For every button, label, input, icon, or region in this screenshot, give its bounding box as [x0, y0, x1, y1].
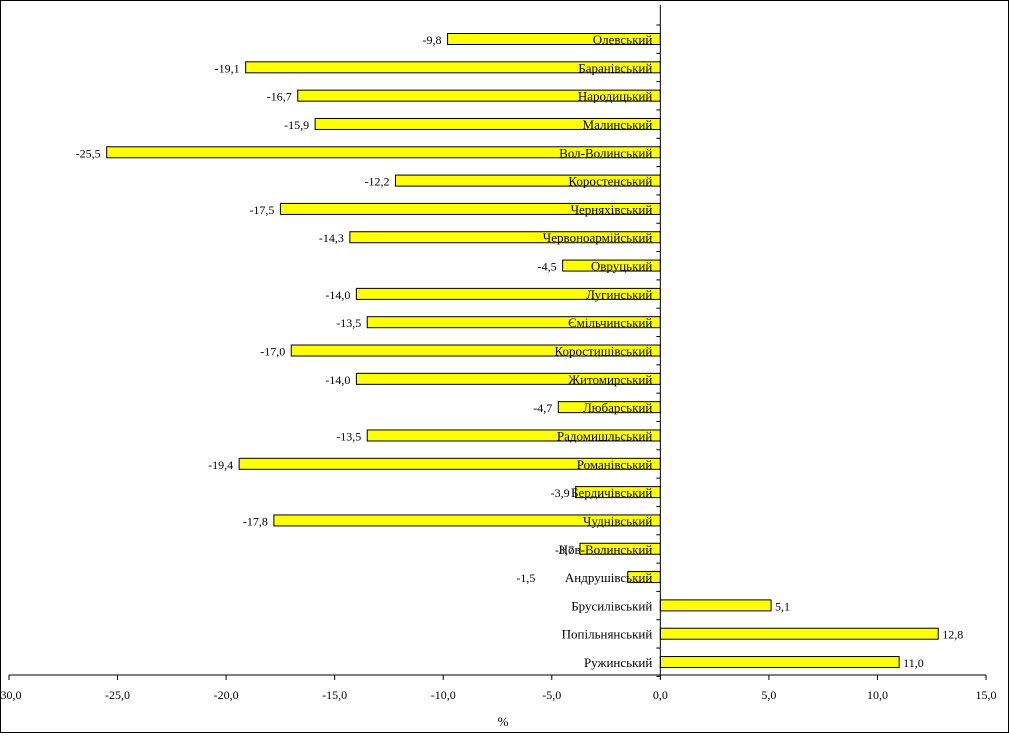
- value-label-10: -13,5: [336, 316, 361, 330]
- x-axis-title: %: [498, 714, 509, 729]
- value-label-11: -17,0: [260, 345, 285, 359]
- category-label-2: Народицький: [578, 89, 653, 104]
- category-label-0: Олевський: [593, 32, 653, 47]
- value-label-22: 11,0: [903, 656, 924, 670]
- category-label-16: Бердичівський: [571, 485, 652, 500]
- value-label-0: -9,8: [423, 33, 442, 47]
- value-label-12: -14,0: [325, 373, 350, 387]
- x-tick-label-7: 5,0: [761, 688, 776, 702]
- category-label-9: Лугинський: [586, 287, 652, 302]
- category-label-20: Брусилівський: [571, 598, 652, 613]
- value-label-9: -14,0: [325, 288, 350, 302]
- value-label-21: 12,8: [942, 628, 963, 642]
- x-tick-label-9: 15,0: [976, 688, 997, 702]
- labels-layer: Олевський -9,8 Баранівський -19,1 Народицьки…: [76, 32, 964, 670]
- x-tick-label-6: 0,0: [653, 688, 668, 702]
- category-label-15: Романівський: [577, 457, 653, 472]
- category-label-14: Радомишльський: [557, 428, 652, 443]
- x-tick-label-5: -5,0: [542, 688, 561, 702]
- value-label-20: 5,1: [775, 599, 790, 613]
- value-label-13: -4,7: [533, 401, 552, 415]
- category-label-10: Ємільчинський: [568, 315, 652, 330]
- category-label-7: Червоноармійський: [543, 230, 653, 245]
- x-tick-label-8: 10,0: [867, 688, 888, 702]
- category-label-1: Баранівський: [578, 60, 652, 75]
- bar-20: [659, 599, 772, 612]
- x-tick-label-0: -30,0: [0, 688, 22, 702]
- category-label-17: Чуднівський: [583, 513, 652, 528]
- axis-layer: -30,0 -25,0 -20,0 -15,0 -10,0 -5,0 0,0 5,0 10,0 1…: [0, 5, 997, 702]
- category-label-19: Андрушівський: [565, 570, 652, 585]
- category-label-5: Коростенський: [568, 174, 652, 189]
- value-label-14: -13,5: [336, 429, 361, 443]
- x-tick-label-1: -25,0: [105, 688, 130, 702]
- value-label-16: -3,9: [551, 486, 570, 500]
- category-label-8: Овруцький: [591, 259, 653, 274]
- category-label-21: Попільнянський: [562, 627, 653, 642]
- category-label-12: Житомирський: [568, 372, 652, 387]
- value-label-17: -17,8: [243, 514, 268, 528]
- bar-22: [659, 656, 900, 669]
- value-label-4: -25,5: [76, 146, 101, 160]
- value-label-7: -14,3: [319, 231, 344, 245]
- category-label-13: Любарський: [583, 400, 652, 415]
- value-label-2: -16,7: [267, 90, 292, 104]
- x-tick-label-3: -15,0: [322, 688, 347, 702]
- x-tick-label-2: -20,0: [214, 688, 239, 702]
- value-label-1: -19,1: [215, 61, 240, 75]
- x-tick-label-4: -10,0: [431, 688, 456, 702]
- value-label-5: -12,2: [364, 175, 389, 189]
- value-label-18: -3,7: [555, 543, 574, 557]
- category-label-6: Черняхівський: [571, 202, 653, 217]
- category-label-11: Коростишівський: [554, 344, 652, 359]
- bar-21: [659, 627, 939, 640]
- value-label-15: -19,4: [208, 458, 233, 472]
- category-label-22: Ружинський: [584, 655, 652, 670]
- category-label-4: Вол-Волинський: [559, 145, 652, 160]
- value-label-19: -1,5: [516, 571, 535, 585]
- value-label-3: -15,9: [284, 118, 309, 132]
- category-label-3: Малинський: [583, 117, 653, 132]
- category-label-18: Нов-Волинський: [559, 542, 653, 557]
- value-label-6: -17,5: [249, 203, 274, 217]
- value-label-8: -4,5: [538, 260, 557, 274]
